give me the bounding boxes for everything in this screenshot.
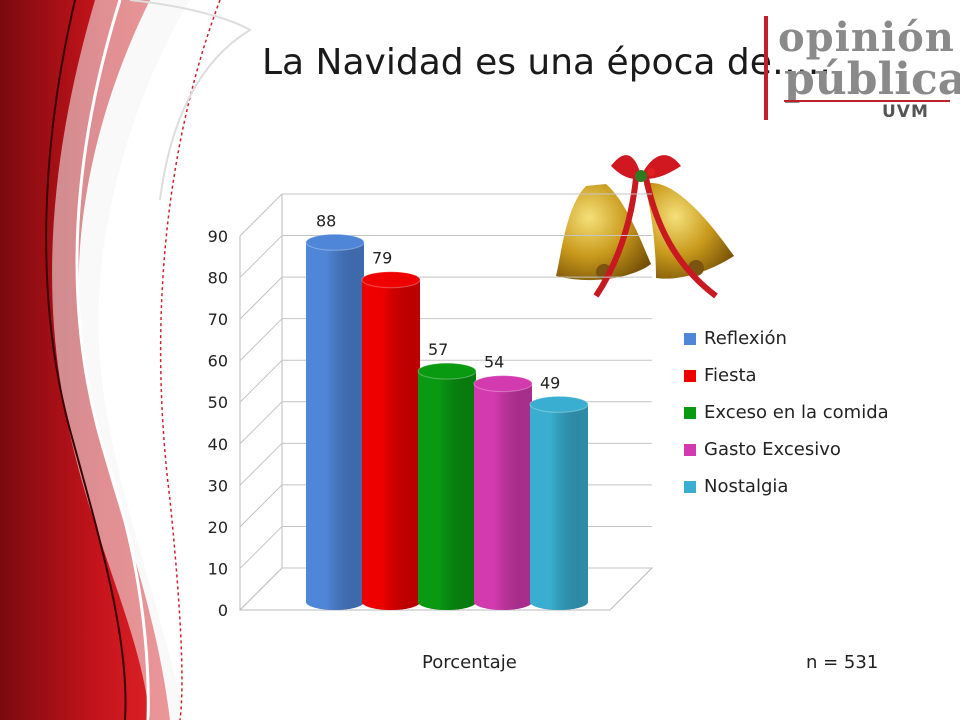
- legend-swatch: [684, 369, 696, 382]
- opinion-publica-logo: opinión pública UVM: [764, 12, 960, 122]
- y-tick-label: 30: [208, 476, 228, 495]
- bar-top: [305, 233, 365, 251]
- logo-line2: pública: [784, 54, 960, 105]
- y-tick-label: 70: [208, 310, 228, 329]
- legend-swatch: [684, 480, 696, 493]
- logo-line1: opinión: [778, 14, 955, 61]
- legend-item: Nostalgia: [684, 468, 889, 505]
- y-tick-label: 0: [218, 601, 228, 620]
- bar-top: [417, 362, 477, 380]
- bar-fiesta: [361, 271, 421, 610]
- legend-label: Fiesta: [704, 365, 757, 386]
- light-curl: [129, 0, 252, 201]
- bar-top: [529, 395, 589, 413]
- y-tick-label: 80: [208, 269, 228, 288]
- logo-accent-bar: [764, 16, 768, 120]
- bar-shade: [474, 383, 532, 610]
- bar-reflexión: [305, 233, 365, 611]
- gridline-depth: [239, 526, 283, 569]
- legend-swatch: [684, 443, 696, 456]
- slide-title: La Navidad es una época de…..: [262, 42, 831, 83]
- bar-shade: [306, 242, 364, 611]
- logo-rule: [784, 100, 950, 102]
- gridline-depth: [239, 567, 283, 611]
- bar-top: [361, 271, 421, 289]
- sample-size-note: n = 531: [806, 652, 879, 673]
- white-wave: [52, 0, 190, 720]
- data-label: 49: [540, 373, 560, 392]
- chart-legend: Reflexión Fiesta Exceso en la comida Gasto …: [684, 320, 889, 505]
- bar-gasto-excesivo: [473, 375, 533, 610]
- bar-exceso-en-la-comida: [417, 362, 477, 610]
- red-thin-line: [159, 0, 221, 720]
- bar-shade: [530, 404, 588, 610]
- gridline-depth: [239, 276, 283, 320]
- gridline-depth: [239, 193, 283, 237]
- bar-shade: [362, 279, 420, 610]
- y-tick-label: 20: [208, 518, 228, 537]
- gridline-depth: [239, 484, 283, 528]
- legend-label: Gasto Excesivo: [704, 439, 841, 460]
- data-label: 88: [316, 211, 336, 230]
- gridline-depth: [239, 442, 283, 486]
- data-label: 57: [428, 340, 448, 359]
- bar-nostalgia: [529, 395, 589, 610]
- y-tick-label: 10: [208, 559, 228, 578]
- legend-swatch: [684, 406, 696, 419]
- legend-label: Reflexión: [704, 328, 787, 349]
- legend-item: Fiesta: [684, 357, 889, 394]
- bar-shade: [418, 371, 476, 610]
- gridline-depth: [239, 318, 283, 362]
- legend-label: Nostalgia: [704, 476, 789, 497]
- data-label: 54: [484, 353, 504, 372]
- bar-top: [473, 375, 533, 393]
- legend-swatch: [684, 332, 696, 345]
- y-tick-label: 40: [208, 435, 228, 454]
- y-tick-label: 90: [208, 227, 228, 246]
- legend-label: Exceso en la comida: [704, 402, 889, 423]
- dark-wave-line: [45, 0, 127, 720]
- legend-item: Exceso en la comida: [684, 394, 889, 431]
- x-axis-category-label: Porcentaje: [422, 652, 517, 673]
- legend-item: Gasto Excesivo: [684, 431, 889, 468]
- legend-item: Reflexión: [684, 320, 889, 357]
- gridline-depth: [239, 359, 283, 403]
- white-wave-line: [75, 0, 150, 720]
- gridline-depth: [239, 401, 283, 445]
- y-tick-label: 50: [208, 393, 228, 412]
- data-label: 79: [372, 249, 392, 268]
- y-tick-label: 60: [208, 352, 228, 371]
- gridline-depth: [239, 235, 283, 278]
- logo-line3: UVM: [882, 102, 929, 122]
